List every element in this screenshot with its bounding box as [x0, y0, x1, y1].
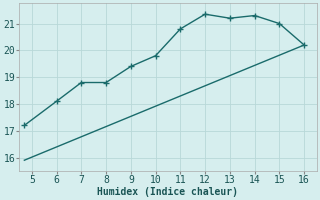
X-axis label: Humidex (Indice chaleur): Humidex (Indice chaleur) — [98, 186, 238, 197]
